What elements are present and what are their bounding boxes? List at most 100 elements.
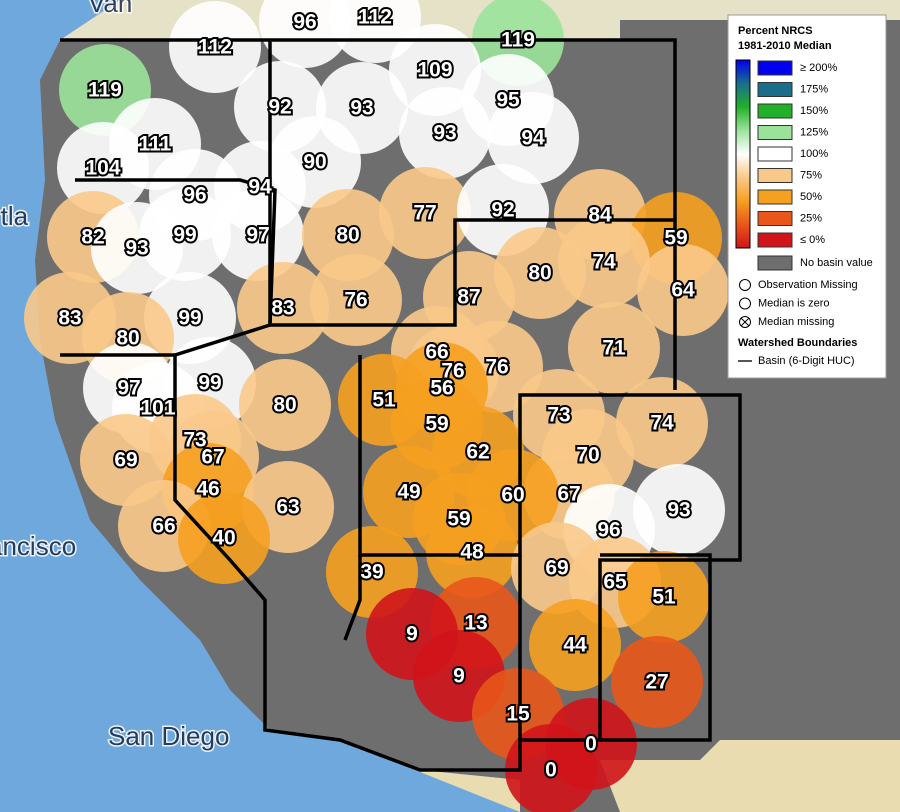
legend-label: Median missing	[758, 316, 834, 328]
place-label: Van	[88, 0, 132, 18]
basin-area	[310, 254, 402, 346]
basin-area	[426, 506, 518, 598]
legend-symbol	[740, 317, 750, 327]
basin-label: 59	[425, 413, 448, 436]
legend-label: 175%	[800, 83, 828, 95]
basin-label: 99	[198, 372, 221, 395]
basin-label: 27	[645, 671, 668, 694]
basin-label: 77	[413, 202, 436, 225]
basin-label: 96	[183, 184, 206, 207]
basin-label: 93	[350, 97, 373, 120]
legend-label: 100%	[800, 148, 828, 160]
basin-area	[178, 492, 270, 584]
basin-label: 70	[576, 444, 599, 467]
basin-label: 80	[336, 224, 359, 247]
basin-label: 95	[496, 89, 520, 112]
basin-label: 46	[196, 478, 219, 501]
basin-label: 112	[198, 36, 232, 59]
basin-label: 99	[178, 307, 201, 330]
basin-label: 73	[183, 429, 206, 452]
basin-label: 48	[460, 541, 484, 564]
basin-label: 119	[501, 29, 535, 52]
legend-swatch	[757, 211, 793, 226]
basin-area	[637, 244, 729, 336]
basin-area	[169, 1, 261, 93]
basin-label: 83	[271, 297, 294, 320]
basin-label: 51	[372, 389, 396, 412]
legend-swatch	[757, 168, 793, 183]
basin-label: 92	[491, 199, 514, 222]
basin-label: 67	[201, 446, 224, 469]
basin-area	[558, 216, 650, 308]
basin-area	[611, 636, 703, 728]
basin-label: 69	[545, 557, 568, 580]
legend-label: 50%	[800, 191, 822, 203]
basin-label: 9	[453, 665, 465, 688]
basin-label: 94	[521, 127, 545, 150]
legend-label: 25%	[800, 212, 822, 224]
basin-label: 60	[501, 484, 524, 507]
basin-label: 13	[464, 612, 487, 635]
legend-title: Percent NRCS	[738, 25, 813, 37]
legend-swatch	[757, 125, 793, 140]
basin-area	[618, 551, 710, 643]
basin-label: 82	[81, 226, 104, 249]
basin-label: 80	[273, 394, 296, 417]
basin-label: 109	[417, 59, 452, 82]
legend-label: 125%	[800, 126, 828, 138]
basin-area	[633, 464, 725, 556]
basin-area	[568, 302, 660, 394]
basin-area	[399, 87, 491, 179]
basin-label: 62	[466, 441, 489, 464]
basin-areas	[24, 0, 729, 812]
basin-area	[139, 189, 231, 281]
basin-area	[237, 262, 329, 354]
legend-label: No basin value	[800, 257, 873, 269]
legend-swatch	[757, 82, 793, 97]
legend-label: Basin (6-Digit HUC)	[758, 355, 855, 367]
place-label: rtla	[0, 201, 29, 231]
legend-title: 1981-2010 Median	[738, 40, 832, 52]
basin-label: 73	[547, 404, 570, 427]
legend-label: ≤ 0%	[800, 234, 825, 246]
basin-label: 92	[268, 96, 291, 119]
basin-label: 99	[173, 224, 196, 247]
basin-label: 80	[528, 262, 551, 285]
basin-label: 66	[152, 515, 175, 538]
basin-label: 15	[506, 703, 530, 726]
basin-label: 9	[406, 623, 418, 646]
basin-label: 0	[585, 733, 597, 756]
basin-label: 74	[650, 412, 674, 435]
basin-label: 40	[212, 527, 235, 550]
basin-label: 44	[563, 634, 587, 657]
basin-label: 66	[425, 341, 448, 364]
legend-heading: Watershed Boundaries	[738, 337, 857, 349]
legend-label: Observation Missing	[758, 279, 858, 291]
basin-label: 59	[664, 227, 687, 250]
basin-label: 90	[303, 151, 326, 174]
legend-symbol	[739, 279, 751, 291]
basin-label: 0	[545, 759, 557, 782]
basin-label: 101	[140, 397, 175, 420]
basin-label: 64	[671, 279, 695, 302]
basin-area	[259, 0, 351, 68]
legend-swatch	[757, 103, 793, 119]
basin-label: 94	[248, 176, 272, 199]
basin-label: 112	[358, 6, 392, 29]
basin-label: 83	[58, 307, 81, 330]
basin-label: 51	[652, 586, 676, 609]
basin-label: 93	[125, 237, 148, 260]
basin-label: 76	[441, 360, 464, 383]
basin-area	[487, 92, 579, 184]
legend-swatch	[757, 232, 793, 248]
basin-label: 74	[592, 251, 616, 274]
basin-label: 69	[114, 449, 137, 472]
legend-swatch	[757, 146, 793, 162]
legend-ramp	[735, 59, 751, 249]
legend-swatch	[757, 189, 793, 205]
basin-label: 97	[117, 377, 140, 400]
basin-area	[212, 189, 304, 281]
basin-label: 93	[667, 499, 690, 522]
